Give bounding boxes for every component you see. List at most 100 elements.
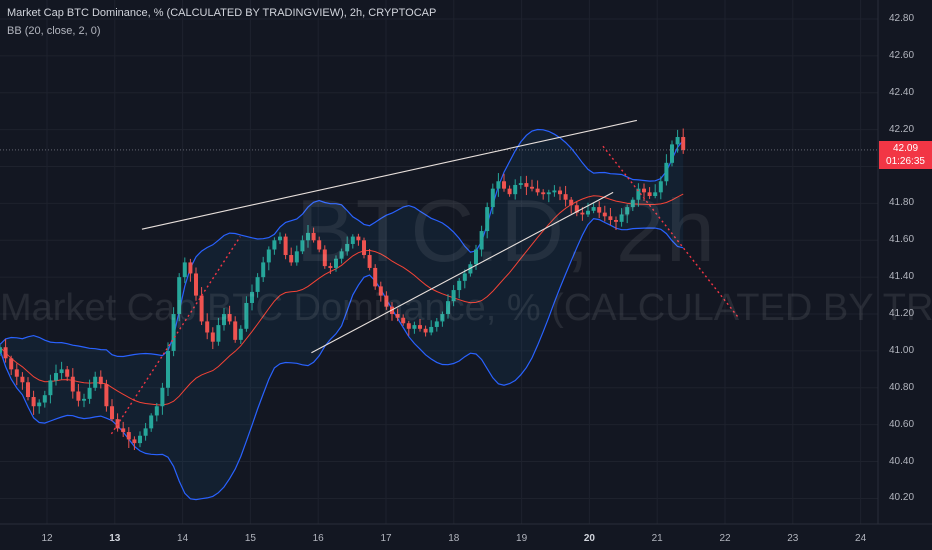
indicator-legend[interactable]: BB (20, close, 2, 0) [7,25,101,37]
wedge-upper-trendline[interactable] [141,119,637,230]
time-tick-label: 14 [177,533,189,544]
candle-body [182,262,187,278]
candle-body [238,328,243,340]
candle-body [474,249,478,265]
candle-body [558,190,562,195]
candle-body [429,326,434,333]
candle-body [166,350,170,388]
bollinger-basis [0,193,684,406]
time-tick-label: 15 [244,533,256,544]
candle-body [541,192,546,195]
candle-body [98,376,103,385]
last-price-value: 42.09 [892,143,919,154]
time-tick-label: 18 [448,533,460,544]
candle-body [317,240,322,250]
candle-body [104,384,109,407]
candle-body [311,232,316,241]
candle-body [37,402,42,407]
candle-body [362,240,366,256]
candle-body [227,314,232,322]
price-tick-label: 40.60 [889,418,915,430]
candle-body [546,192,551,195]
bollinger-fill [0,129,684,500]
candle-body [446,301,450,315]
time-tick-label: 22 [719,533,731,544]
candle-body [530,186,534,189]
wedge-lower-trendline[interactable] [311,191,614,354]
prior-move-dotted-line[interactable] [110,236,241,435]
candle-body [670,144,674,163]
candle-body [395,314,400,318]
candle-body [608,216,613,220]
candle-body [222,314,226,326]
candle-body [496,181,501,189]
candle-body [614,219,618,222]
candle-body [334,258,338,268]
candle-body [266,249,271,263]
candle-body [205,321,210,333]
time-tick-label: 12 [41,533,53,544]
candle-body [216,325,221,342]
candle-body [642,188,646,193]
candle-body [664,162,669,182]
candle-body [502,181,506,189]
candle-body [507,188,512,195]
candle-body [373,267,378,287]
candle-body [345,243,350,252]
candle-body [14,369,19,377]
bollinger-lower-band [0,217,684,501]
candle-body [82,398,86,401]
price-tick-label: 41.20 [889,308,915,320]
candle-body [121,428,126,433]
candle-body [294,251,299,263]
candle-body [322,249,327,267]
candle-body [518,183,523,185]
candle-body [619,214,624,222]
time-tick-label: 13 [109,533,121,544]
price-tick-label: 41.40 [889,271,915,283]
candle-body [59,369,64,374]
candle-body [110,406,114,420]
candle-body [552,190,557,193]
candle-body [244,302,249,329]
candle-body [647,192,652,197]
candle-body [76,391,81,401]
candle-body [0,347,2,353]
candle-body [250,291,254,303]
chart-title[interactable]: Market Cap BTC Dominance, % (CALCULATED … [7,7,437,19]
time-tick-label: 20 [583,533,595,544]
candle-body [513,184,518,195]
candle-body [440,314,445,322]
candle-body [188,262,193,274]
candle-body [54,373,58,381]
candle-body [126,432,131,440]
grid [0,0,932,525]
candle-body [31,397,36,407]
candle-body [490,188,495,208]
bollinger-upper-band [0,128,684,358]
candle-body [586,210,590,215]
candle-body [401,317,406,324]
price-tick-label: 41.60 [889,234,915,246]
projection-dotted-line[interactable] [602,145,740,319]
candle-body [462,273,467,281]
candle-body [574,205,579,213]
price-tick-label: 42.20 [889,123,915,135]
price-tick-label: 42.60 [889,49,915,61]
candle-body [199,295,204,322]
candle-body [681,137,686,150]
watermark-description: Market Cap BTC Dominance, % (CALCULATED … [0,287,932,329]
price-tick-label: 40.20 [889,492,915,504]
candle-body [278,236,282,241]
candles [0,128,686,451]
candle-body [233,321,238,340]
candle-body [367,255,372,268]
candle-body [171,314,176,351]
last-price-tag: 42.09 01:26:35 [879,141,932,169]
candle-body [272,240,277,250]
price-tick-label: 40.40 [889,455,915,467]
candle-body [300,240,305,252]
time-tick-label: 24 [855,533,867,544]
candle-body [524,183,529,187]
